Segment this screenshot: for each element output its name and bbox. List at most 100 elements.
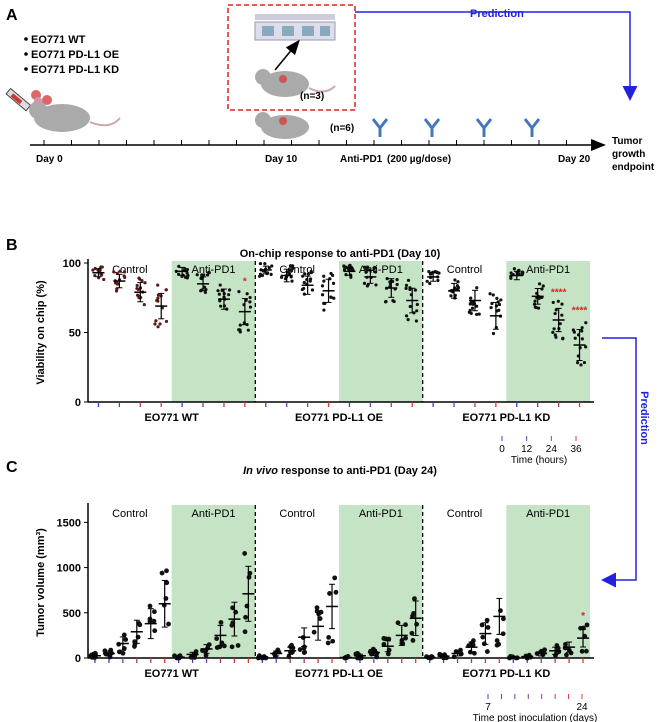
- significance-marker: ****: [551, 288, 567, 299]
- data-point: [451, 654, 457, 660]
- data-point: [386, 636, 392, 642]
- data-point: [497, 308, 501, 312]
- n-chip: (n=3): [300, 91, 324, 102]
- condition-label: Control: [447, 264, 482, 276]
- time-legend-tick-label: 24: [576, 702, 588, 713]
- data-point: [302, 286, 306, 291]
- data-point: [322, 279, 326, 283]
- data-point: [135, 283, 139, 288]
- data-point: [327, 591, 332, 596]
- data-point: [166, 621, 171, 627]
- data-point: [408, 304, 412, 309]
- data-point: [560, 313, 564, 317]
- data-point: [496, 641, 502, 647]
- data-point: [373, 270, 378, 274]
- group-label: EO771 PD-L1 KD: [462, 668, 550, 680]
- title-italic: In vivo: [243, 465, 278, 477]
- antipd1-label: Anti-PD1: [340, 154, 383, 165]
- data-point: [221, 643, 227, 649]
- endpoint-3: endpoint: [612, 162, 655, 173]
- data-point: [560, 302, 564, 306]
- data-point: [229, 622, 235, 628]
- day10-label: Day 10: [265, 154, 298, 165]
- data-point: [246, 328, 250, 332]
- data-point: [290, 279, 294, 283]
- data-point: [121, 632, 127, 638]
- data-point: [415, 309, 419, 313]
- data-point: [227, 288, 232, 292]
- data-point: [395, 282, 399, 287]
- data-point: [499, 298, 503, 302]
- data-point: [153, 322, 157, 326]
- data-point: [540, 287, 544, 291]
- data-point: [477, 312, 481, 316]
- endpoint-2: growth: [612, 149, 645, 160]
- condition-label: Anti-PD1: [191, 508, 235, 520]
- data-point: [584, 321, 588, 325]
- data-point: [532, 302, 537, 306]
- data-point: [314, 605, 320, 611]
- data-point: [414, 319, 419, 323]
- data-point: [151, 618, 157, 624]
- antibody-icon: [371, 118, 389, 137]
- data-point: [469, 311, 473, 316]
- data-point: [203, 290, 207, 294]
- y-axis-label: Tumor volume (mm³): [35, 528, 47, 637]
- data-point: [534, 305, 538, 310]
- data-point: [331, 281, 336, 285]
- y-tick-label: 0: [75, 653, 81, 665]
- time-legend-title: Time (hours): [511, 455, 567, 466]
- data-point: [414, 621, 420, 627]
- data-point: [112, 270, 116, 274]
- side-prediction-label: Prediction: [638, 391, 650, 445]
- data-point: [469, 296, 473, 300]
- data-point: [395, 278, 399, 282]
- data-point: [218, 283, 222, 287]
- data-point: [137, 622, 143, 628]
- data-point: [501, 616, 506, 622]
- data-point: [488, 292, 492, 296]
- data-point: [412, 596, 417, 602]
- chart-title: On-chip response to anti-PD1 (Day 10): [240, 248, 441, 260]
- data-point: [302, 292, 306, 296]
- endpoint-1: Tumor: [612, 136, 642, 147]
- data-point: [385, 277, 389, 281]
- data-point: [322, 308, 326, 312]
- data-point: [480, 634, 486, 640]
- data-point: [218, 620, 224, 625]
- legend-kd: EO771 PD-L1 KD: [31, 64, 119, 76]
- data-point: [347, 264, 352, 268]
- y-tick-label: 500: [63, 608, 81, 620]
- treatment-band: [506, 505, 590, 658]
- time-legend-tick-label: 12: [521, 444, 533, 455]
- time-legend-tick-label: 0: [499, 444, 505, 455]
- data-point: [428, 281, 432, 286]
- antibody-icons: [371, 118, 541, 137]
- data-point: [279, 275, 284, 279]
- data-point: [243, 614, 248, 620]
- data-point: [491, 331, 496, 336]
- data-point: [449, 294, 453, 298]
- data-point: [207, 271, 211, 275]
- data-point: [143, 281, 147, 285]
- data-point: [392, 299, 396, 304]
- data-point: [219, 304, 223, 308]
- data-point: [185, 271, 189, 275]
- data-point: [227, 293, 231, 297]
- data-point: [242, 551, 248, 556]
- data-point: [301, 274, 305, 278]
- data-point: [297, 647, 303, 652]
- data-point: [365, 265, 370, 269]
- chip-box: [227, 4, 356, 111]
- antibody-icon: [523, 118, 541, 137]
- chart-c: In vivo response to anti-PD1 (Day 24) Con…: [35, 465, 597, 722]
- data-point: [479, 622, 485, 628]
- data-point: [553, 333, 557, 337]
- data-point: [409, 630, 415, 636]
- group-label: EO771 PD-L1 KD: [462, 412, 550, 424]
- time-legend-tick-label: 7: [485, 702, 491, 713]
- data-point: [332, 575, 338, 581]
- data-point: [142, 303, 146, 307]
- data-point: [164, 319, 169, 324]
- data-point: [583, 648, 589, 654]
